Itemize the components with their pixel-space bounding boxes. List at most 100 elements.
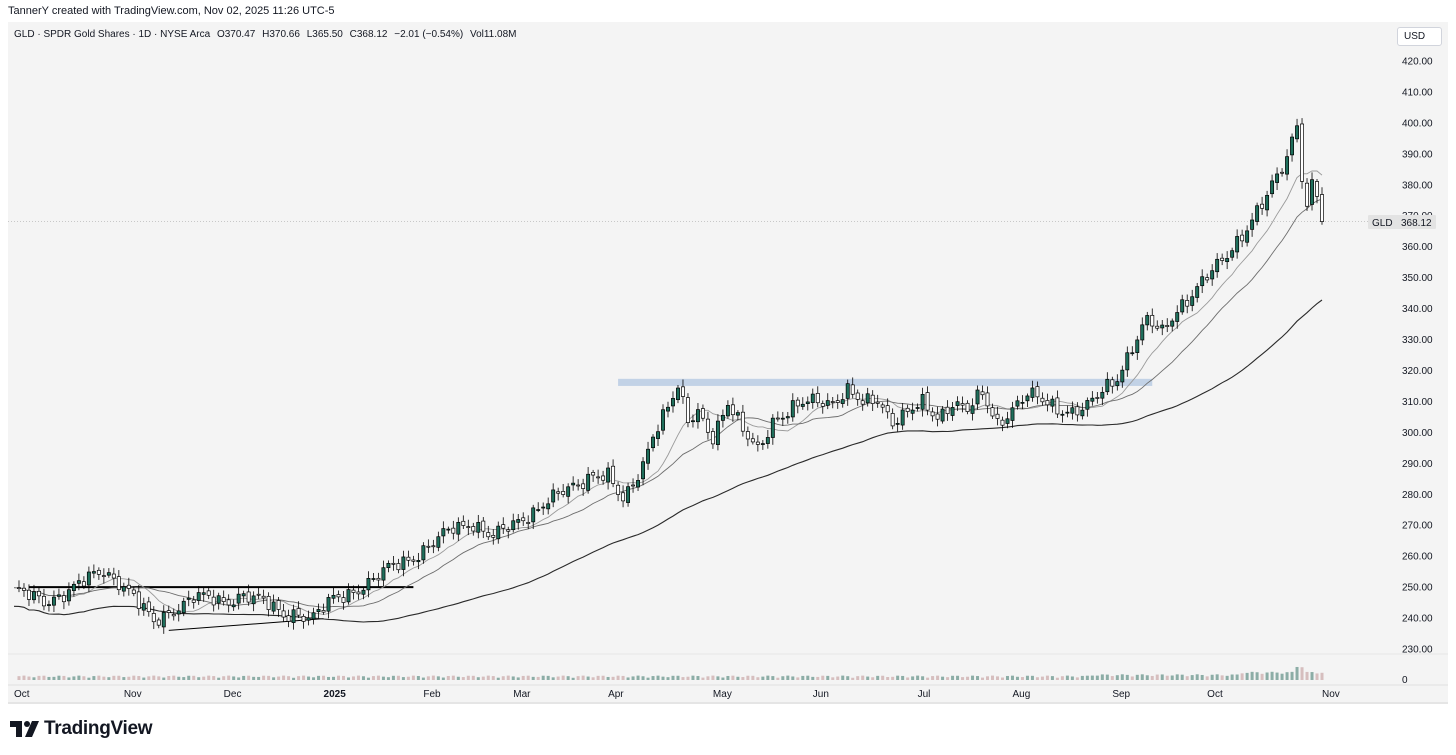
candle[interactable] — [1010, 401, 1015, 428]
candle[interactable] — [111, 567, 116, 586]
candle[interactable] — [551, 483, 556, 508]
candle[interactable] — [960, 396, 965, 413]
time-axis[interactable]: Oct Nov Dec 2025 Feb Mar Apr May Jun Jul Aug Sep Oct… — [14, 689, 1340, 700]
candle[interactable] — [461, 515, 466, 530]
candle[interactable] — [671, 391, 675, 413]
candle[interactable] — [531, 504, 536, 530]
candle[interactable] — [216, 592, 221, 610]
candle[interactable] — [900, 403, 905, 430]
candle[interactable] — [361, 587, 366, 600]
candle[interactable] — [42, 588, 46, 611]
candle[interactable] — [1035, 381, 1040, 405]
candle[interactable] — [281, 604, 286, 622]
candle[interactable] — [830, 396, 835, 409]
candle[interactable] — [725, 400, 730, 419]
candle[interactable] — [1095, 392, 1100, 404]
candle[interactable] — [885, 398, 890, 419]
candle[interactable] — [1320, 187, 1324, 225]
candle[interactable] — [765, 430, 770, 449]
candle[interactable] — [486, 525, 491, 540]
candle[interactable] — [91, 564, 96, 579]
candle[interactable] — [1120, 365, 1125, 388]
candle[interactable] — [201, 586, 206, 602]
candle[interactable] — [975, 385, 980, 410]
candle[interactable] — [256, 587, 261, 600]
candle[interactable] — [750, 432, 755, 445]
candle[interactable] — [591, 469, 596, 482]
candle[interactable] — [141, 597, 146, 616]
candle[interactable] — [206, 586, 211, 600]
candle[interactable] — [301, 613, 306, 629]
candle[interactable] — [1060, 410, 1065, 423]
candle[interactable] — [611, 459, 616, 488]
candle[interactable] — [681, 379, 685, 404]
candle[interactable] — [251, 591, 256, 612]
candle[interactable] — [760, 440, 765, 450]
candle[interactable] — [1020, 395, 1025, 410]
candle[interactable] — [641, 457, 645, 486]
candle[interactable] — [770, 414, 775, 445]
candle[interactable] — [51, 590, 56, 613]
candle[interactable] — [146, 596, 151, 617]
candle[interactable] — [371, 573, 376, 582]
candle[interactable] — [1100, 386, 1105, 406]
candle[interactable] — [331, 587, 336, 604]
candle[interactable] — [785, 411, 790, 424]
price-axis[interactable]: 420.00410.00400.00390.00380.00370.00360.… — [1402, 57, 1433, 687]
candle[interactable] — [556, 487, 561, 501]
candle[interactable] — [705, 411, 710, 440]
candle[interactable] — [96, 567, 101, 580]
candle[interactable] — [925, 386, 930, 416]
candle[interactable] — [271, 594, 276, 615]
candle[interactable] — [1025, 393, 1030, 408]
candle[interactable] — [266, 592, 271, 617]
candle[interactable] — [666, 401, 670, 418]
candle[interactable] — [1105, 372, 1110, 396]
candle[interactable] — [22, 583, 26, 597]
candle[interactable] — [1230, 247, 1235, 261]
candle[interactable] — [1270, 174, 1275, 198]
candle[interactable] — [476, 514, 481, 539]
candle[interactable] — [1075, 402, 1080, 422]
candle[interactable] — [226, 594, 231, 613]
candle[interactable] — [466, 519, 471, 536]
candle[interactable] — [561, 483, 566, 498]
candle[interactable] — [326, 593, 331, 619]
candle[interactable] — [845, 379, 850, 406]
candle[interactable] — [446, 526, 451, 534]
candle[interactable] — [795, 397, 800, 414]
candle[interactable] — [646, 441, 650, 470]
candle[interactable] — [346, 583, 351, 605]
candle[interactable] — [1295, 118, 1299, 143]
candle[interactable] — [945, 400, 950, 421]
candle[interactable] — [66, 582, 71, 606]
candle[interactable] — [71, 581, 76, 597]
candle[interactable] — [106, 568, 111, 578]
candle[interactable] — [56, 588, 61, 600]
candle[interactable] — [1000, 416, 1005, 432]
candle[interactable] — [166, 605, 171, 619]
candle[interactable] — [805, 396, 810, 411]
candle[interactable] — [471, 522, 476, 536]
candle[interactable] — [186, 590, 191, 607]
candle[interactable] — [236, 587, 241, 610]
candle[interactable] — [1130, 346, 1135, 356]
candle[interactable] — [955, 396, 960, 411]
candle[interactable] — [631, 478, 636, 493]
candle[interactable] — [1280, 168, 1285, 177]
candle[interactable] — [586, 467, 591, 494]
candle[interactable] — [730, 397, 735, 422]
candle[interactable] — [101, 568, 106, 584]
candle[interactable] — [820, 400, 825, 414]
candle[interactable] — [426, 539, 431, 553]
candle[interactable] — [1290, 133, 1294, 162]
support-trendline[interactable] — [168, 618, 324, 631]
candle[interactable] — [1145, 311, 1150, 331]
candle[interactable] — [526, 515, 531, 530]
candle[interactable] — [596, 469, 601, 484]
candle[interactable] — [815, 386, 820, 408]
candle[interactable] — [626, 482, 631, 507]
candle[interactable] — [1165, 318, 1170, 333]
resistance-zone[interactable] — [618, 378, 1153, 386]
candle[interactable] — [121, 582, 126, 597]
